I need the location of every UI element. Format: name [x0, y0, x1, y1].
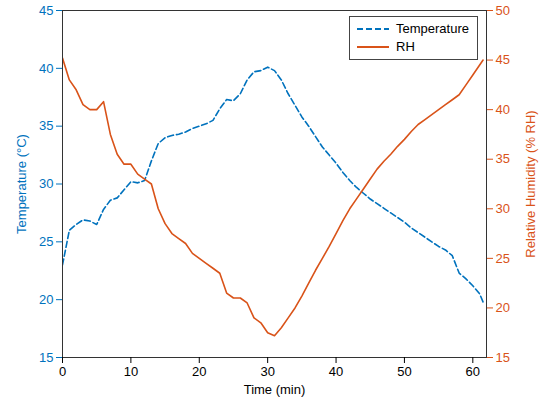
svg-text:45: 45: [496, 52, 510, 67]
svg-text:45: 45: [39, 3, 53, 18]
svg-text:35: 35: [39, 118, 53, 133]
svg-text:30: 30: [496, 201, 510, 216]
svg-text:40: 40: [496, 102, 510, 117]
svg-text:40: 40: [39, 60, 53, 75]
svg-text:25: 25: [39, 234, 53, 249]
svg-text:Time (min): Time (min): [244, 382, 306, 397]
html-text:Temperature: Temperature: [396, 21, 469, 36]
svg-text:30: 30: [260, 364, 274, 379]
svg-text:50: 50: [397, 364, 411, 379]
svg-text:15: 15: [496, 350, 510, 365]
svg-text:10: 10: [124, 364, 138, 379]
svg-text:Temperature (°C): Temperature (°C): [14, 134, 29, 234]
svg-text:30: 30: [39, 176, 53, 191]
svg-text:20: 20: [39, 292, 53, 307]
svg-text:15: 15: [39, 350, 53, 365]
svg-text:0: 0: [59, 364, 66, 379]
svg-text:50: 50: [496, 3, 510, 18]
svg-text:20: 20: [496, 300, 510, 315]
svg-text:40: 40: [329, 364, 343, 379]
svg-text:25: 25: [496, 251, 510, 266]
svg-text:Relative Humidity (% RH): Relative Humidity (% RH): [523, 110, 538, 257]
svg-text:20: 20: [192, 364, 206, 379]
svg-text:60: 60: [466, 364, 480, 379]
html-text:RH: RH: [396, 39, 415, 54]
svg-text:35: 35: [496, 151, 510, 166]
